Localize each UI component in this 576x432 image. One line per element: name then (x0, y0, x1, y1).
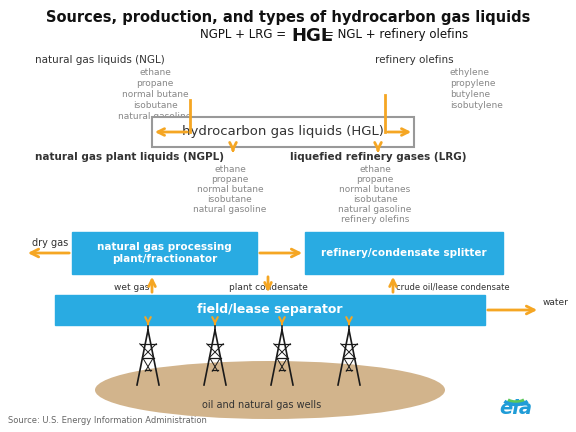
Bar (305, 232, 503, 274)
Text: oil and natural gas wells: oil and natural gas wells (202, 400, 321, 410)
Text: natural gasoline: natural gasoline (338, 205, 412, 214)
Text: NGPL + LRG =: NGPL + LRG = (200, 28, 286, 41)
Text: dry gas: dry gas (32, 238, 68, 248)
Text: Source: U.S. Energy Information Administration: Source: U.S. Energy Information Administ… (8, 416, 207, 425)
Text: propane: propane (211, 175, 249, 184)
Ellipse shape (95, 361, 445, 419)
Text: natural gasoline: natural gasoline (194, 205, 267, 214)
Text: liquefied refinery gases (LRG): liquefied refinery gases (LRG) (290, 152, 467, 162)
Text: refinery/condensate splitter: refinery/condensate splitter (321, 248, 487, 258)
Text: ethane: ethane (139, 68, 171, 77)
Text: Sources, production, and types of hydrocarbon gas liquids: Sources, production, and types of hydroc… (46, 10, 530, 25)
Text: normal butane: normal butane (196, 185, 263, 194)
Text: isobutane: isobutane (353, 195, 397, 204)
Text: crude oil/lease condensate: crude oil/lease condensate (396, 283, 510, 292)
Text: ethane: ethane (359, 165, 391, 174)
Text: natural gas plant liquids (NGPL): natural gas plant liquids (NGPL) (35, 152, 224, 162)
Bar (152, 117, 414, 147)
Bar (55, 295, 485, 325)
Text: hydrocarbon gas liquids (HGL): hydrocarbon gas liquids (HGL) (182, 126, 384, 139)
Text: ethylene: ethylene (450, 68, 490, 77)
Text: normal butanes: normal butanes (339, 185, 411, 194)
Text: HGL: HGL (291, 27, 332, 45)
Text: ethane: ethane (214, 165, 246, 174)
Text: propane: propane (357, 175, 393, 184)
Text: eia: eia (499, 398, 532, 417)
Text: water: water (543, 298, 569, 307)
Text: propane: propane (137, 79, 174, 88)
Text: natural gas liquids (NGL): natural gas liquids (NGL) (35, 55, 165, 65)
Text: wet gas: wet gas (113, 283, 149, 292)
Text: field/lease separator: field/lease separator (197, 304, 343, 317)
Text: isobutylene: isobutylene (450, 101, 503, 110)
Text: isobutane: isobutane (207, 195, 252, 204)
Text: plant condensate: plant condensate (229, 283, 308, 292)
Bar (72, 232, 257, 274)
Text: natural gas processing
plant/fractionator: natural gas processing plant/fractionato… (97, 242, 232, 264)
Text: isobutane: isobutane (132, 101, 177, 110)
Text: butylene: butylene (450, 90, 490, 99)
Text: = NGL + refinery olefins: = NGL + refinery olefins (324, 28, 468, 41)
Text: normal butane: normal butane (122, 90, 188, 99)
Text: propylene: propylene (450, 79, 495, 88)
Text: natural gasoline: natural gasoline (118, 112, 192, 121)
Text: refinery olefins: refinery olefins (375, 55, 454, 65)
Text: refinery olefins: refinery olefins (341, 215, 409, 224)
